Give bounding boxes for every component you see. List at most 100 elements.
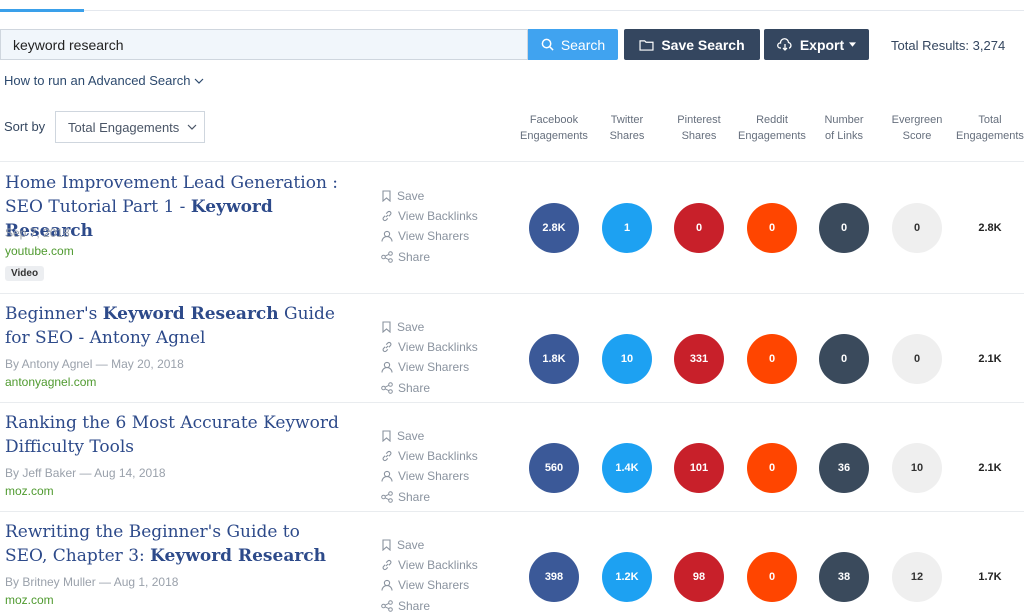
- row-divider: [0, 402, 1024, 403]
- column-header-evergreen[interactable]: Evergreen Score: [891, 114, 943, 142]
- advanced-search-label: How to run an Advanced Search: [4, 73, 191, 88]
- view-sharers-action[interactable]: View Sharers: [381, 229, 469, 243]
- view-sharers-action[interactable]: View Sharers: [381, 360, 469, 374]
- save-action[interactable]: Save: [381, 538, 424, 552]
- result-domain[interactable]: moz.com: [5, 593, 54, 607]
- caret-down-icon: [849, 42, 857, 47]
- facebook-engagements: 2.8K: [529, 203, 579, 253]
- facebook-engagements: 560: [529, 443, 579, 493]
- user-icon: [381, 361, 398, 373]
- chevron-down-icon: [195, 78, 204, 84]
- column-header-reddit[interactable]: Reddit Engagements: [738, 114, 806, 142]
- save-action[interactable]: Save: [381, 429, 424, 443]
- total-results: Total Results: 3,274: [891, 38, 1006, 53]
- share-action[interactable]: Share: [381, 381, 430, 395]
- user-icon: [381, 579, 398, 591]
- advanced-search-link[interactable]: How to run an Advanced Search: [4, 73, 204, 88]
- result-domain[interactable]: youtube.com: [5, 244, 74, 258]
- facebook-engagements: 398: [529, 552, 579, 602]
- search-button[interactable]: Search: [528, 29, 618, 60]
- sort-selected-value: Total Engagements: [68, 119, 180, 135]
- reddit-engagements: 0: [747, 203, 797, 253]
- total-engagements: 2.1K: [978, 462, 1002, 474]
- link-icon: [381, 450, 398, 462]
- column-header-total[interactable]: Total Engagements: [956, 114, 1024, 142]
- user-icon: [381, 230, 398, 242]
- pinterest-shares: 98: [674, 552, 724, 602]
- reddit-engagements: 0: [747, 552, 797, 602]
- result-meta: By Britney Muller — Aug 1, 2018: [5, 575, 179, 589]
- search-button-label: Search: [560, 36, 606, 53]
- result-title[interactable]: Beginner's Keyword Research Guide for SE…: [5, 304, 335, 348]
- save-action[interactable]: Save: [381, 320, 424, 334]
- share-icon: [381, 382, 398, 394]
- view-backlinks-action[interactable]: View Backlinks: [381, 449, 478, 463]
- save-action[interactable]: Save: [381, 189, 424, 203]
- link-icon: [381, 341, 398, 353]
- number-of-links: 0: [819, 203, 869, 253]
- row-divider: [0, 511, 1024, 512]
- column-header-pinterest[interactable]: Pinterest Shares: [677, 114, 721, 142]
- result-meta: By Jeff Baker — Aug 14, 2018: [5, 466, 166, 480]
- export-label: Export: [799, 36, 845, 53]
- evergreen-score: 12: [892, 552, 942, 602]
- export-button[interactable]: Export: [764, 29, 869, 60]
- link-icon: [381, 559, 398, 571]
- chevron-down-icon: [187, 124, 197, 130]
- twitter-shares: 1.4K: [602, 443, 652, 493]
- row-divider: [0, 293, 1024, 294]
- view-sharers-action[interactable]: View Sharers: [381, 578, 469, 592]
- twitter-shares: 10: [602, 334, 652, 384]
- view-backlinks-action[interactable]: View Backlinks: [381, 340, 478, 354]
- result-meta: Sep 7, 2018: [5, 226, 70, 240]
- link-icon: [381, 210, 398, 222]
- result-domain[interactable]: antonyagnel.com: [5, 375, 97, 389]
- user-icon: [381, 470, 398, 482]
- share-action[interactable]: Share: [381, 250, 430, 264]
- bookmark-icon: [381, 190, 397, 202]
- twitter-shares: 1: [602, 203, 652, 253]
- cloud-download-icon: [776, 38, 792, 51]
- number-of-links: 36: [819, 443, 869, 493]
- bookmark-icon: [381, 539, 397, 551]
- view-sharers-action[interactable]: View Sharers: [381, 469, 469, 483]
- view-backlinks-action[interactable]: View Backlinks: [381, 209, 478, 223]
- save-search-button[interactable]: Save Search: [624, 29, 760, 60]
- reddit-engagements: 0: [747, 443, 797, 493]
- header-divider: [0, 161, 1024, 162]
- column-header-twitter[interactable]: Twitter Shares: [609, 114, 645, 142]
- share-action[interactable]: Share: [381, 599, 430, 613]
- number-of-links: 38: [819, 552, 869, 602]
- result-title[interactable]: Rewriting the Beginner's Guide to SEO, C…: [5, 522, 326, 566]
- content-type-badge: Video: [5, 266, 45, 281]
- facebook-engagements: 1.8K: [529, 334, 579, 384]
- share-action[interactable]: Share: [381, 490, 430, 504]
- total-engagements: 2.1K: [978, 353, 1002, 365]
- view-backlinks-action[interactable]: View Backlinks: [381, 558, 478, 572]
- result-title[interactable]: Home Improvement Lead Generation : SEO T…: [5, 173, 339, 241]
- search-input-wrapper[interactable]: [0, 29, 528, 60]
- share-icon: [381, 491, 398, 503]
- column-header-links[interactable]: Number of Links: [824, 114, 864, 142]
- twitter-shares: 1.2K: [602, 552, 652, 602]
- column-header-facebook[interactable]: Facebook Engagements: [520, 114, 588, 142]
- folder-icon: [639, 39, 654, 51]
- evergreen-score: 10: [892, 443, 942, 493]
- search-icon: [541, 38, 554, 51]
- top-divider: [0, 10, 1024, 11]
- pinterest-shares: 331: [674, 334, 724, 384]
- evergreen-score: 0: [892, 203, 942, 253]
- share-icon: [381, 600, 398, 612]
- search-input[interactable]: [1, 30, 527, 59]
- result-domain[interactable]: moz.com: [5, 484, 54, 498]
- total-engagements: 1.7K: [978, 571, 1002, 583]
- result-title[interactable]: Ranking the 6 Most Accurate Keyword Diff…: [5, 413, 339, 457]
- result-meta: By Antony Agnel — May 20, 2018: [5, 357, 184, 371]
- sort-by-label: Sort by: [4, 119, 46, 134]
- reddit-engagements: 0: [747, 334, 797, 384]
- pinterest-shares: 101: [674, 443, 724, 493]
- sort-select[interactable]: Total Engagements: [55, 111, 205, 143]
- pinterest-shares: 0: [674, 203, 724, 253]
- active-tab-indicator: [0, 9, 84, 12]
- number-of-links: 0: [819, 334, 869, 384]
